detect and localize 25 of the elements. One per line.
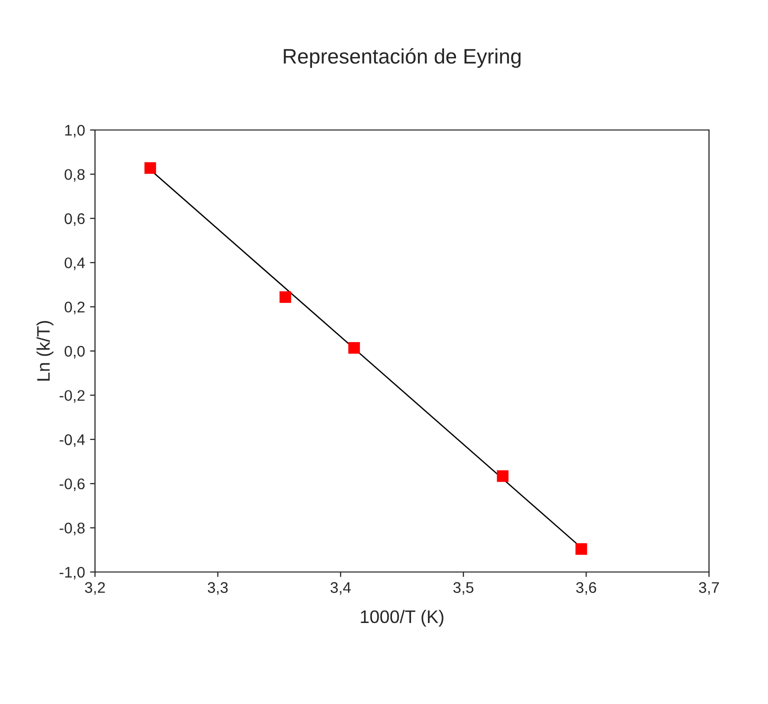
y-tick-label: 0,8 — [64, 169, 85, 182]
y-tick-label: 0,0 — [64, 346, 85, 358]
y-tick-label: -1,0 — [60, 566, 85, 580]
y-tick-label: -0,6 — [60, 478, 85, 492]
x-tick-label: 3,6 — [576, 582, 596, 595]
x-tick-label: 3,5 — [453, 582, 474, 595]
chart-title: Representación de Eyring — [284, 48, 521, 68]
y-axis-title: Ln (k/T) — [36, 321, 54, 381]
x-tick-label: 3,3 — [208, 582, 228, 595]
x-tick-label: 3,7 — [698, 582, 719, 595]
y-tick-label: -0,8 — [60, 522, 85, 536]
y-tick-label: -0,2 — [60, 390, 85, 403]
point — [348, 342, 360, 354]
y-tick-label: 0,6 — [64, 213, 85, 226]
x-tick-label: 3,4 — [330, 582, 351, 595]
x-tick-label: 3,2 — [84, 582, 105, 595]
y-tick-label: 1,0 — [65, 124, 85, 138]
y-tick-label: 0,4 — [64, 257, 85, 270]
point — [144, 162, 156, 174]
point — [575, 543, 588, 555]
y-tick-label: 0,2 — [64, 302, 85, 314]
point — [280, 291, 292, 303]
point — [496, 470, 509, 482]
x-axis-title: 1000/T (K) — [360, 610, 444, 627]
y-tick-label: -0,4 — [60, 434, 85, 447]
